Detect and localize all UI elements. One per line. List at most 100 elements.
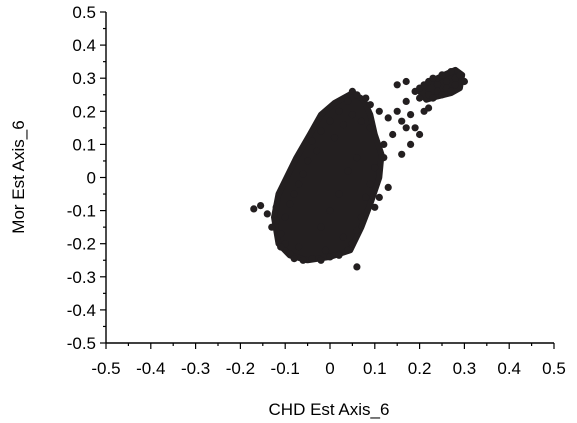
data-point (402, 97, 410, 105)
data-point (272, 216, 280, 225)
data-point (344, 167, 352, 175)
data-point (344, 97, 352, 105)
data-point (366, 124, 374, 132)
data-point (313, 147, 321, 155)
data-point (371, 203, 379, 211)
x-tick-label: 0.4 (497, 359, 521, 378)
data-point (295, 180, 303, 188)
data-point (357, 213, 365, 221)
y-tick-label: 0 (87, 169, 96, 188)
data-point (402, 124, 410, 132)
data-point (353, 91, 361, 99)
data-point (389, 130, 397, 139)
x-tick-label: 0 (325, 359, 334, 378)
data-point (299, 170, 307, 178)
data-point (295, 243, 303, 251)
data-point (438, 91, 446, 99)
x-axis-title: CHD Est Axis_6 (269, 400, 390, 419)
x-tick-label: -0.2 (226, 359, 255, 378)
y-tick-label: -0.1 (67, 202, 96, 221)
data-point (290, 190, 298, 198)
y-tick-label: -0.3 (67, 268, 96, 287)
data-point (277, 243, 285, 251)
y-tick-label: -0.5 (67, 334, 96, 353)
data-point (433, 81, 442, 89)
data-point (353, 154, 361, 162)
data-point (335, 107, 343, 115)
data-point (326, 207, 334, 215)
data-point (268, 223, 276, 231)
data-point (375, 193, 383, 201)
data-point (317, 127, 325, 135)
data-point (357, 117, 365, 125)
data-point (277, 230, 285, 238)
data-point (393, 81, 401, 89)
data-point (326, 117, 334, 125)
data-point (330, 134, 339, 142)
data-point (366, 180, 374, 188)
x-tick-label: 0.2 (408, 359, 432, 378)
data-point (257, 202, 265, 210)
data-point (416, 130, 424, 139)
data-point (321, 246, 330, 254)
data-point (429, 74, 437, 82)
data-point (286, 200, 294, 208)
data-point (326, 253, 334, 261)
data-point (335, 251, 343, 259)
data-point (335, 190, 343, 198)
data-point (286, 250, 294, 258)
data-point (299, 256, 307, 264)
data-point (353, 226, 361, 235)
data-point (451, 81, 459, 89)
x-tick-label: -0.4 (136, 359, 165, 378)
data-point (411, 124, 419, 132)
data-point (317, 256, 325, 264)
data-point (375, 107, 383, 115)
x-tick-label: -0.5 (91, 359, 120, 378)
x-tick-label: -0.1 (271, 359, 300, 378)
data-point (304, 157, 312, 165)
data-point (442, 77, 451, 86)
data-point (447, 68, 455, 76)
data-point (380, 140, 388, 148)
data-point (393, 107, 401, 115)
data-point (380, 154, 388, 162)
data-point (398, 117, 406, 125)
dense-point-cloud (271, 90, 385, 264)
y-tick-label: 0.5 (72, 3, 96, 22)
x-tick-label: 0.1 (363, 359, 387, 378)
data-point (402, 77, 410, 86)
data-point (384, 114, 392, 122)
data-point (339, 120, 347, 129)
data-point (348, 240, 356, 248)
data-point (272, 203, 280, 211)
data-point (438, 71, 446, 79)
data-point (429, 94, 437, 102)
data-point (344, 246, 352, 254)
x-tick-label: 0.3 (453, 359, 477, 378)
data-point (407, 111, 415, 119)
data-point (447, 87, 455, 95)
data-point (250, 205, 258, 213)
data-point (362, 94, 370, 102)
data-point (366, 101, 374, 109)
data-point (339, 233, 347, 241)
x-axis: -0.5 -0.4 -0.3 -0.2 -0.1 0 0.1 0.2 0.3 0.4 0.5 (91, 342, 566, 378)
y-tick-label: 0.4 (72, 36, 96, 55)
data-point (460, 77, 468, 86)
y-axis: 0.5 0.4 0.3 0.2 0.1 0 -0.1 -0.2 -0.3 -0.4 -0.5 (67, 3, 107, 353)
data-point (420, 107, 428, 115)
data-point (371, 164, 379, 172)
x-tick-label: 0.5 (542, 359, 566, 378)
data-point (290, 255, 298, 263)
y-tick-label: -0.2 (67, 235, 96, 254)
y-tick-label: -0.4 (67, 301, 96, 320)
data-point (398, 150, 406, 158)
data-point (308, 137, 316, 145)
y-tick-label: 0.2 (72, 102, 96, 121)
x-tick-label: -0.3 (181, 359, 210, 378)
y-tick-label: 0.1 (72, 135, 96, 154)
data-point (308, 255, 316, 263)
data-point (416, 94, 424, 102)
